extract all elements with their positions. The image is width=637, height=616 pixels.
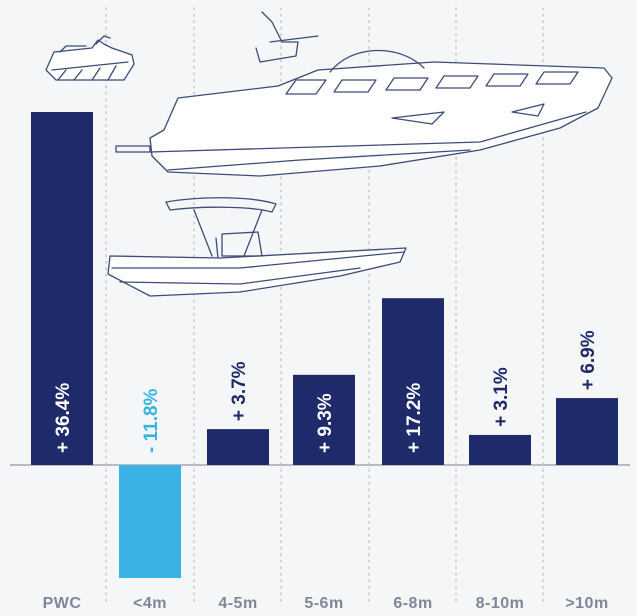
category-axis: PWC <4m 4-5m 5-6m 6-8m 8-10m >10m — [43, 595, 609, 612]
value-label-2: + 3.7% — [229, 361, 250, 421]
category-label-2: 4-5m — [218, 595, 257, 612]
category-label-4: 6-8m — [393, 595, 432, 612]
yacht-icon — [115, 11, 613, 177]
value-label-3: + 9.3% — [315, 393, 336, 453]
bar-4 — [382, 298, 444, 465]
category-label-3: 5-6m — [304, 595, 343, 612]
category-label-6: >10m — [565, 595, 608, 612]
value-label-0: + 36.4% — [53, 383, 74, 453]
category-label-1: <4m — [133, 595, 167, 612]
value-label-4: + 17.2% — [404, 383, 425, 453]
bar-5 — [469, 434, 531, 465]
value-labels: + 36.4% - 11.8% + 3.7% + 9.3% + 17.2% + 3.1% +… — [53, 330, 599, 453]
bar-6 — [556, 398, 618, 465]
bar-2 — [207, 429, 269, 465]
bar-3 — [293, 374, 355, 465]
category-label-0: PWC — [43, 595, 82, 612]
bars — [31, 112, 618, 578]
bar-1 — [119, 465, 181, 578]
category-label-5: 8-10m — [476, 595, 525, 612]
bar-0 — [31, 112, 93, 465]
value-label-6: + 6.9% — [578, 330, 599, 390]
jet-ski-icon — [45, 35, 135, 81]
value-label-1: - 11.8% — [141, 388, 162, 453]
rib-boat-icon — [107, 197, 407, 297]
value-label-5: + 3.1% — [491, 367, 512, 427]
